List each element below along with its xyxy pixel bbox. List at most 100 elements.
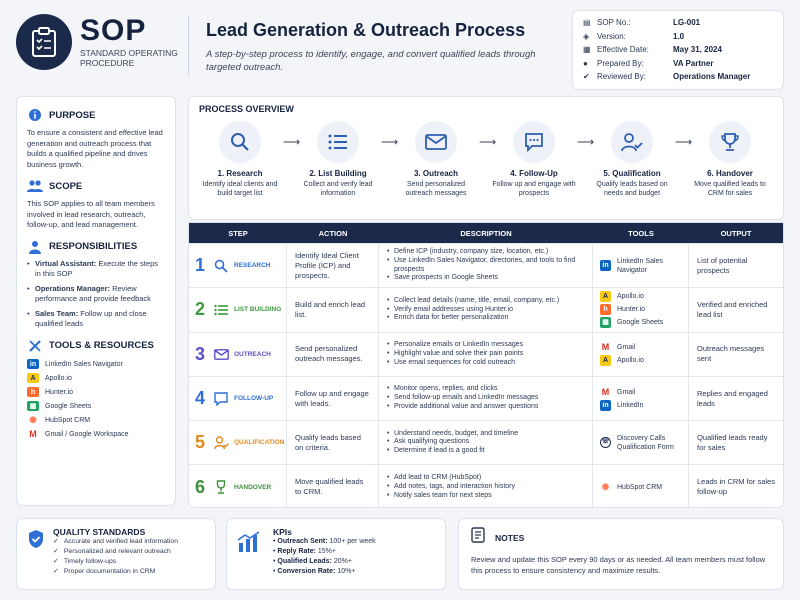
step-desc: Send personalized outreach messages — [405, 181, 467, 197]
role-name: Virtual Assistant: — [35, 258, 97, 268]
output-cell: Replies and engaged leads — [697, 388, 768, 408]
tool-label: Hunter.io — [617, 306, 646, 314]
action-cell: Build and enrich lead list. — [287, 288, 379, 332]
tool-label: LinkedIn — [617, 401, 644, 409]
tool-item: ✺ HubSpot CRM — [27, 414, 165, 427]
table-header: STEP ACTION DESCRIPTION TOOLS OUTPUT — [189, 223, 783, 243]
tool-item: in LinkedIn Sales Navigator — [600, 257, 681, 275]
description-cell: Add lead to CRM (HubSpot)Add notes, tags… — [379, 465, 593, 507]
person-icon — [27, 239, 43, 255]
list-item: Collect lead details (name, title, email… — [387, 297, 584, 306]
table-row: 3 OUTREACH Send personalized outreach mes… — [189, 331, 783, 376]
list-item: Personalize emails or LinkedIn messages — [387, 341, 584, 350]
tool-label: Google Sheets — [45, 402, 92, 410]
badge-check-icon — [27, 529, 45, 577]
step-cell: 4 FOLLOW-UP — [189, 376, 287, 421]
list-item: • Outreach Sent: 100+ per week — [273, 538, 376, 545]
list-item: Verify email addresses using Hunter.io — [387, 306, 584, 315]
purpose-text: To ensure a consistent and effective lea… — [27, 128, 163, 169]
step-cell: 5 QUALIFICATION — [189, 421, 287, 465]
kpis: KPIs • Outreach Sent: 100+ per week • Re… — [226, 518, 446, 590]
brand: SOP STANDARD OPERATING PROCEDURE — [80, 14, 180, 68]
wrench-icon — [27, 338, 43, 354]
list-item: Add notes, tags, and interaction history — [387, 483, 584, 492]
kpi-value: 20%+ — [331, 558, 352, 565]
users-icon — [27, 178, 43, 194]
table-row: 5 QUALIFICATION Qualify leads based on cr… — [189, 420, 783, 465]
quality-content: QUALITY STANDARDS ✓ Accurate and verified… — [53, 527, 178, 577]
process-table: STEP ACTION DESCRIPTION TOOLS OUTPUT 1 RE… — [188, 222, 784, 508]
overview-step-outreach: 3. Outreach Send personalized outreach m… — [393, 121, 479, 198]
list-item: Provide additional value and answer ques… — [387, 403, 584, 412]
hubspot-icon: ✺ — [29, 414, 37, 425]
meta-label: Version: — [597, 31, 626, 41]
step-circle — [611, 121, 653, 163]
check-icon: ✓ — [53, 568, 59, 575]
kpi-content: KPIs • Outreach Sent: 100+ per week • Re… — [273, 527, 376, 577]
mail-icon — [213, 346, 229, 362]
quality-item-text: Timely follow-ups — [63, 558, 117, 565]
step-name: HANDOVER — [234, 483, 272, 491]
purpose-title: PURPOSE — [49, 109, 96, 121]
linkedin-icon: in — [600, 399, 611, 411]
kpi-value: 100+ per week — [327, 538, 376, 545]
list-item: • Reply Rate: 15%+ — [273, 548, 336, 555]
output-cell: List of potential prospects — [697, 255, 748, 275]
document-meta: ▤ SOP No.: LG-001 ◈ Version: 1.0 ▦ Effective … — [572, 10, 784, 90]
arrow-right-icon: ⟶ — [577, 135, 595, 149]
list-item: Save prospects in Google Sheets — [387, 274, 584, 283]
list-item: Use LinkedIn Sales Navigator, directorie… — [387, 257, 584, 275]
tool-item: ▦ Google Sheets — [600, 317, 681, 329]
notes-heading: NOTES — [471, 527, 771, 548]
discovery-call-icon: ☏ — [600, 437, 611, 449]
notes: NOTES Review and update this SOP every 9… — [458, 518, 784, 590]
overview-step-list-building: 2. List Building Collect and verify lead… — [295, 121, 381, 198]
meta-value: VA Partner — [673, 58, 714, 68]
meta-label: Effective Date: — [597, 45, 649, 55]
step-name: OUTREACH — [234, 350, 271, 358]
meta-row: ✔ Reviewed By: Operations Manager — [583, 70, 773, 84]
quality-inner: QUALITY STANDARDS ✓ Accurate and verified… — [27, 527, 205, 577]
tool-label: LinkedIn Sales Navigator — [45, 360, 123, 368]
list-item: Ask qualifying questions — [387, 438, 584, 447]
page-title: Lead Generation & Outreach Process — [206, 20, 526, 40]
list-item: Monitor opens, replies, and clicks — [387, 385, 584, 394]
step-cell: 1 RESEARCH — [189, 244, 287, 288]
step-number: 5 — [195, 432, 206, 453]
tool-item: in LinkedIn — [600, 399, 681, 411]
gmail-icon: M — [601, 342, 610, 353]
list-item: Virtual Assistant: Execute the steps in … — [27, 259, 165, 280]
notes-title: NOTES — [495, 532, 525, 543]
list-item: Add lead to CRM (HubSpot) — [387, 474, 584, 483]
search-icon — [213, 258, 229, 274]
kpi-label: Reply Rate: — [277, 548, 316, 555]
action-cell: Follow up and engage with leads. — [287, 376, 379, 421]
step-desc: Identify ideal clients and build target … — [202, 181, 278, 197]
list-item: Send follow-up emails and LinkedIn messa… — [387, 394, 584, 403]
apollo-icon: A — [600, 291, 611, 303]
tools-heading: TOOLS & RESOURCES — [27, 338, 165, 354]
left-panel: PURPOSE To ensure a consistent and effec… — [16, 96, 176, 506]
tool-label: Google Sheets — [617, 319, 664, 327]
arrow-right-icon: ⟶ — [381, 135, 399, 149]
chat-icon — [213, 391, 229, 407]
meta-row: ◈ Version: 1.0 — [583, 30, 773, 44]
tool-item: M Gmail / Google Workspace — [27, 428, 165, 441]
overview-step-research: 1. Research Identify ideal clients and b… — [197, 121, 283, 198]
table-row: 2 LIST BUILDING Build and enrich lead lis… — [189, 287, 783, 332]
step-number: 3 — [195, 343, 206, 364]
kpi-label: Outreach Sent: — [277, 538, 328, 545]
quality-standards: QUALITY STANDARDS ✓ Accurate and verified… — [16, 518, 216, 590]
meta-value: 1.0 — [673, 31, 685, 41]
hubspot-icon: ✺ — [601, 481, 610, 492]
tool-label: HubSpot CRM — [617, 483, 663, 491]
step-title: 4. Follow-Up — [510, 169, 558, 178]
gmail-icon: M — [601, 386, 610, 397]
gmail-icon: M — [29, 429, 37, 439]
responsibilities-list: Virtual Assistant: Execute the steps in … — [27, 259, 165, 330]
output-cell: Qualified leads ready for sales — [697, 432, 768, 452]
step-cell: 2 LIST BUILDING — [189, 288, 287, 332]
column-header: OUTPUT — [720, 228, 752, 238]
step-number: 4 — [195, 388, 206, 409]
role-name: Operations Manager: — [35, 283, 111, 293]
